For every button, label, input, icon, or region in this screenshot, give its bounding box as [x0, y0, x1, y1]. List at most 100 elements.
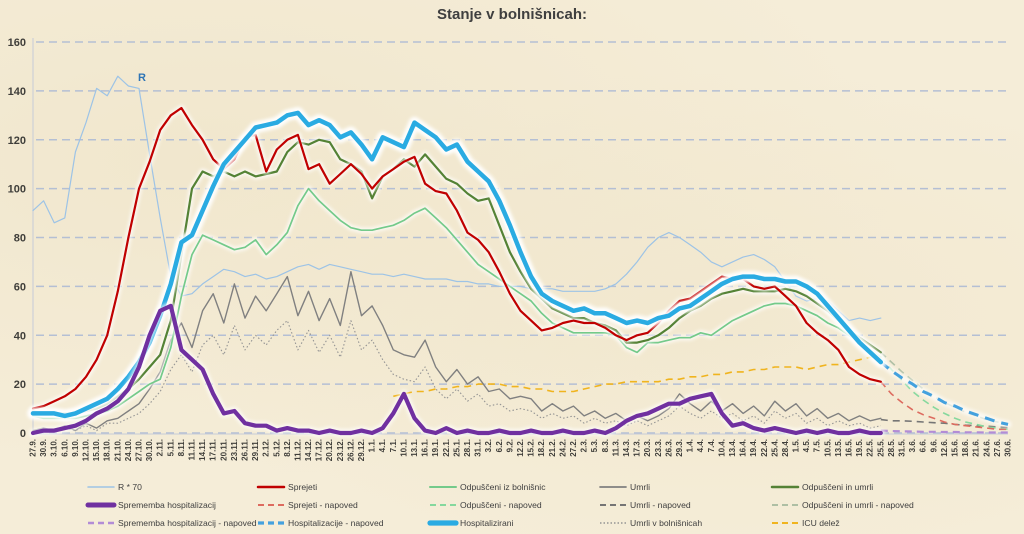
x-axis-label: 31.5.: [898, 439, 907, 457]
x-axis-label: 27.2.: [569, 439, 578, 457]
x-axis-label: 26.12.: [346, 439, 355, 461]
legend-item-odpusceni_in_umrli: Odpuščeni in umrli: [770, 482, 873, 492]
series-line-umrli_napoved: [880, 418, 1009, 429]
legend-label-odpusceni_iz_bolnisnic: Odpuščeni iz bolnišnic: [460, 482, 546, 492]
y-axis-label: 160: [8, 37, 26, 49]
x-axis-label: 18.6.: [961, 439, 970, 457]
x-axis-label: 5.12.: [272, 439, 281, 457]
legend-label-odpusceni_in_umrli: Odpuščeni in umrli: [802, 482, 873, 492]
y-axis-label: 40: [14, 330, 26, 342]
x-axis-label: 1.4.: [686, 439, 695, 452]
x-axis-label: 13.4.: [728, 439, 737, 457]
x-axis-label: 12.10.: [81, 439, 90, 461]
x-axis-label: 19.1.: [431, 439, 440, 457]
x-axis-label: 17.12.: [315, 439, 324, 461]
x-axis-label: 30.6.: [1004, 439, 1013, 457]
x-axis-label: 10.1.: [399, 439, 408, 457]
x-axis-label: 13.1.: [410, 439, 419, 457]
x-axis-label: 24.6.: [982, 439, 991, 457]
x-axis-label: 21.2.: [548, 439, 557, 457]
x-axis-label: 6.6.: [919, 439, 928, 452]
y-axis-label: 100: [8, 184, 26, 196]
x-axis-label: 8.11.: [177, 439, 186, 456]
x-axis-label: 12.6.: [940, 439, 949, 457]
legend-label-umrli_v_bolnisnicah: Umrli v bolnišnicah: [630, 518, 702, 528]
x-axis-label: 22.1.: [442, 439, 451, 457]
x-axis-label: 30.10.: [145, 439, 154, 461]
x-axis-label: 28.5.: [887, 439, 896, 457]
legend-label-hospitalizacije_napoved: Hospitalizacije - napoved: [288, 518, 384, 528]
series-line-hospitalizacije_napoved: [879, 360, 1009, 426]
legend-label-sprememba_hospitalizacij_napoved: Sprememba hospitalizacij - napoved: [118, 518, 257, 528]
x-axis-label: 23.3.: [654, 439, 663, 457]
x-axis-label: 22.4.: [760, 439, 769, 457]
x-axis-label: 23.12.: [336, 439, 345, 461]
x-axis-label: 29.12.: [357, 439, 366, 461]
legend-label-umrli_napoved: Umrli - napoved: [630, 500, 691, 510]
x-axis-label: 23.11.: [230, 439, 239, 461]
x-axis-label: 3.2.: [484, 439, 493, 452]
legend-item-umrli_napoved: Umrli - napoved: [600, 500, 691, 510]
legend-item-sprejeti_napoved: Sprejeti - napoved: [258, 500, 358, 510]
x-axis-label: 11.3.: [611, 439, 620, 456]
x-axis-label: 13.5.: [834, 439, 843, 457]
y-axis-label: 80: [14, 233, 26, 245]
series-line-odpusceni_in_umrli: [31, 138, 882, 415]
legend-label-hospitalizirani: Hospitalizirani: [460, 518, 514, 528]
x-axis-label: 14.12.: [304, 439, 313, 461]
chart-title: Stanje v bolnišnicah:: [436, 6, 588, 23]
x-axis-label: 11.12.: [293, 439, 302, 461]
x-axis-label: 30.9.: [39, 439, 48, 457]
x-axis-label: 2.3.: [580, 439, 589, 452]
x-axis-label: 6.10.: [60, 439, 69, 457]
y-axis-label: 20: [14, 379, 26, 391]
x-axis-label: 7.1.: [389, 439, 398, 452]
x-axis-label: 4.1.: [378, 439, 387, 452]
x-axis-label: 4.5.: [802, 439, 811, 452]
x-axis-label: 5.3.: [590, 439, 599, 452]
x-axis-label: 1.1.: [368, 439, 377, 452]
x-axis-label: 19.4.: [749, 439, 758, 457]
x-axis-label: 2.12.: [262, 439, 271, 457]
y-axis-label: 140: [8, 86, 26, 98]
legend-item-icu_delez: ICU delež: [772, 518, 840, 528]
y-axis-label: 0: [20, 428, 26, 440]
legend-label-sprememba_hospitalizacij: Sprememba hospitalizacij: [118, 500, 216, 510]
series-line-icu_delez: [393, 356, 881, 398]
x-axis-label: 14.3.: [622, 439, 631, 457]
legend-item-hospitalizacije_napoved: Hospitalizacije - napoved: [258, 518, 384, 528]
x-axis-label: 25.5.: [876, 439, 885, 457]
x-axis-label: 21.10.: [113, 439, 122, 461]
x-axis-label: 16.4.: [739, 439, 748, 457]
legend-item-r70: R * 70: [87, 482, 142, 492]
x-axis-label: 20.12.: [325, 439, 334, 461]
x-axis-label: 14.11.: [198, 439, 207, 461]
x-axis-label: 26.3.: [664, 439, 673, 457]
x-axis-label: 16.5.: [845, 439, 854, 457]
x-axis-label: 15.10.: [92, 439, 101, 461]
x-axis-label: 28.4.: [781, 439, 790, 457]
x-axis-label: 28.1.: [463, 439, 472, 457]
y-axis-label: 120: [8, 135, 26, 147]
legend-label-odpusceni_in_umrli_napoved: Odpuščeni in umrli - napoved: [802, 500, 914, 510]
legend-label-sprejeti_napoved: Sprejeti - napoved: [288, 500, 358, 510]
x-axis-label: 25.1.: [452, 439, 461, 457]
x-axis-label: 20.3.: [643, 439, 652, 457]
x-axis-label: 18.2.: [537, 439, 546, 457]
x-axis-label: 17.11.: [209, 439, 218, 461]
x-axis-label: 3.10.: [50, 439, 59, 457]
legend-label-r70: R * 70: [118, 482, 142, 492]
x-axis-label: 29.11.: [251, 439, 260, 461]
x-axis-label: 27.6.: [993, 439, 1002, 457]
x-axis-label: 31.1.: [474, 439, 483, 457]
x-axis-label: 9.6.: [929, 439, 938, 452]
x-axis-label: 18.10.: [103, 439, 112, 461]
x-axis-label: 15.2.: [527, 439, 536, 457]
legend-item-odpusceni_in_umrli_napoved: Odpuščeni in umrli - napoved: [772, 500, 914, 510]
series-halo-hospitalizacije_napoved: [877, 358, 1012, 428]
x-axis-label: 5.11.: [166, 439, 175, 456]
series-line-sprejeti_napoved: [880, 381, 1008, 431]
x-axis-label: 6.2.: [495, 439, 504, 452]
